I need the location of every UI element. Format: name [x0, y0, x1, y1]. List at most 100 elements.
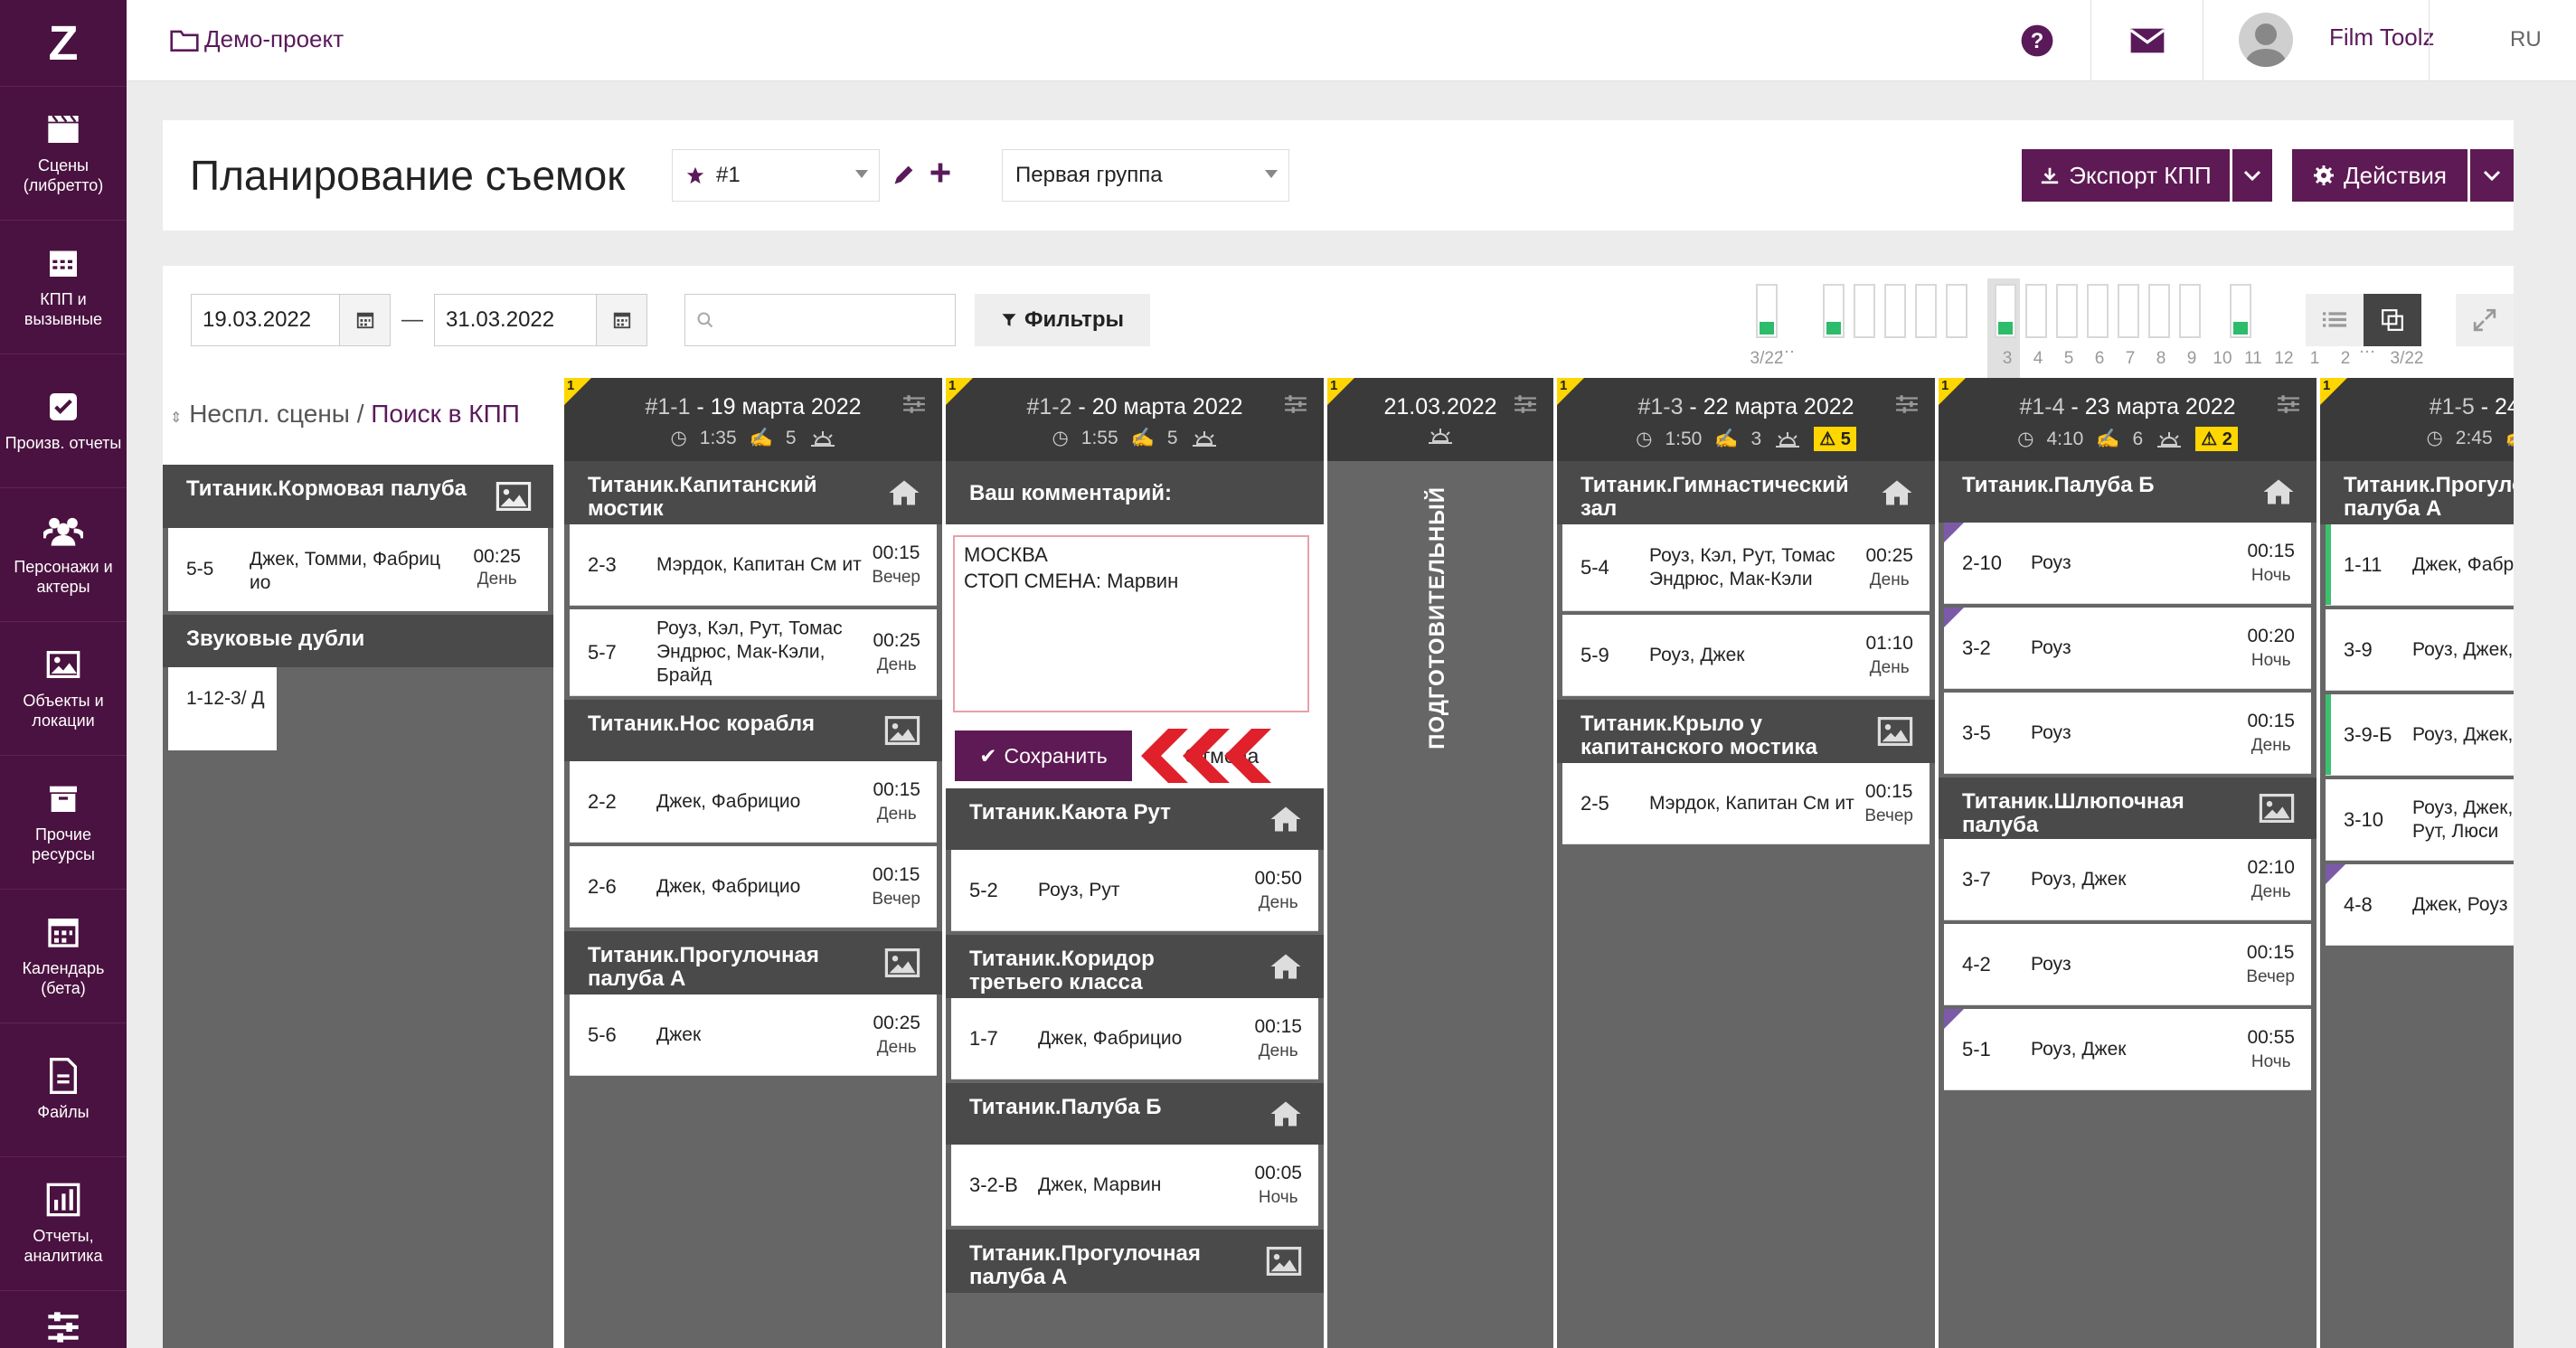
settings-icon[interactable]: [1895, 394, 1919, 414]
scene-card[interactable]: 1-12-3/ Д: [168, 667, 277, 750]
app-logo[interactable]: Z: [0, 0, 127, 87]
export-dropdown-button[interactable]: [2232, 149, 2272, 202]
scene-card[interactable]: 2-3 Мэрдок, Капитан См ит 00:15 Вечер: [570, 524, 937, 606]
search-kpp-link[interactable]: Поиск в КПП: [371, 400, 520, 428]
add-icon[interactable]: [928, 160, 953, 190]
settings-icon[interactable]: [902, 394, 926, 414]
nav-files[interactable]: Файлы: [0, 1023, 127, 1157]
location-header[interactable]: Титаник.Коридор третьего класса: [946, 935, 1324, 998]
nav-resources[interactable]: Прочие ресурсы: [0, 756, 127, 890]
actions-dropdown-button[interactable]: [2470, 149, 2514, 202]
nav-characters[interactable]: Персонажи и актеры: [0, 488, 127, 622]
nav-calendar[interactable]: Календарь (бета): [0, 890, 127, 1023]
nav-locations[interactable]: Объекты и локации: [0, 622, 127, 756]
sunrise-icon: [2157, 431, 2182, 448]
scene-cast: Джек, Фабрицио: [1038, 1027, 1183, 1049]
date-from-picker[interactable]: [340, 294, 391, 346]
nav-analytics[interactable]: Отчеты, аналитика: [0, 1157, 127, 1291]
calendar-icon: [613, 312, 630, 329]
day-header[interactable]: 1 #1-2 - 20 марта 2022 ◷ 1:55 ✍ 5: [946, 378, 1324, 461]
list-view-button[interactable]: [2306, 294, 2364, 346]
location-header[interactable]: Титаник.Кормовая палуба: [163, 465, 553, 528]
scene-duration: 00:15 Вечер: [2246, 941, 2295, 986]
day-header[interactable]: 1 #1-3 - 22 марта 2022 ◷ 1:50 ✍ 3 ⚠ 5: [1557, 378, 1935, 461]
location-header[interactable]: Титаник.Прогулочная палуба А: [2320, 461, 2514, 524]
location-header[interactable]: Титаник.Прогулочная палуба А: [946, 1230, 1324, 1293]
day-header[interactable]: 1 #1-4 - 23 марта 2022 ◷ 4:10 ✍ 6 ⚠ 2: [1939, 378, 2317, 461]
scene-card[interactable]: 5-7 Роуз, Кэл, Рут, Томас Эндрюс, Мак-Кэл…: [570, 609, 937, 696]
location-header[interactable]: Титаник.Крыло у капитанского мостика: [1557, 700, 1935, 763]
scene-card[interactable]: 3-5 Роуз 00:15 День: [1944, 693, 2311, 774]
export-kpp-button[interactable]: Экспорт КПП: [2022, 149, 2230, 202]
nav-scenes[interactable]: Сцены (либретто): [0, 87, 127, 221]
nav-kpp[interactable]: КПП и вызывные: [0, 221, 127, 354]
help-icon[interactable]: ?: [2020, 24, 2054, 62]
sort-icon[interactable]: ⇕: [170, 410, 183, 426]
location-header[interactable]: Титаник.Шлюпочная палуба: [1939, 778, 2317, 839]
board-view-button[interactable]: [2364, 294, 2421, 346]
scene-card[interactable]: 5-5 Джек, Томми, Фабриц ио 00:25 День: [168, 528, 548, 611]
scene-card[interactable]: 3-7 Роуз, Джек 02:10 День: [1944, 839, 2311, 920]
location-header[interactable]: Титаник.Палуба Б: [946, 1083, 1324, 1145]
day-title: #1-4 - 23 марта 2022: [2019, 394, 2236, 419]
filters-button[interactable]: Фильтры: [975, 294, 1150, 346]
language-switch[interactable]: RU: [2510, 27, 2542, 52]
breadcrumb[interactable]: Демо-проект: [170, 25, 344, 53]
scene-card[interactable]: 2-2 Джек, Фабрицио 00:15 День: [570, 761, 937, 843]
scene-card[interactable]: 5-1 Роуз, Джек 00:55 Ночь: [1944, 1009, 2311, 1090]
comment-textarea[interactable]: МОСКВА СТОП СМЕНА: Марвин: [953, 535, 1309, 712]
schedule-select[interactable]: #1: [672, 149, 880, 202]
scene-card[interactable]: 1-7 Джек, Фабрицио 00:15 День: [951, 998, 1318, 1079]
group-select[interactable]: Первая группа: [1002, 149, 1289, 202]
scene-card[interactable]: 4-8 Джек, Роуз: [2326, 864, 2514, 946]
scene-number: 3-10: [2344, 807, 2384, 831]
day-header[interactable]: 1 #1-1 - 19 марта 2022 ◷ 1:35 ✍ 5: [564, 378, 942, 461]
clock-icon: ◷: [1052, 428, 1069, 448]
scene-card[interactable]: 5-9 Роуз, Джек 01:10 День: [1562, 615, 1930, 696]
scene-card[interactable]: 5-6 Джек 00:25 День: [570, 995, 937, 1076]
home-icon: [1270, 806, 1301, 832]
location-header[interactable]: Титаник.Палуба Б: [1939, 461, 2317, 523]
scene-card[interactable]: 3-10 Роуз, Джек, Мо раун, Рут, Люси: [2326, 779, 2514, 861]
date-to-picker[interactable]: [597, 294, 647, 346]
mail-icon[interactable]: [2129, 27, 2166, 59]
day-header[interactable]: 1 21.03.2022: [1327, 378, 1553, 461]
scene-card[interactable]: 1-11 Джек, Фабрицио ерн: [2326, 524, 2514, 606]
settings-icon[interactable]: [1514, 394, 1537, 414]
settings-icon[interactable]: [2277, 394, 2300, 414]
scene-card[interactable]: 2-5 Мэрдок, Капитан См ит 00:15 Вечер: [1562, 763, 1930, 844]
scene-card[interactable]: 3-9 Роуз, Джек, Ма Мэри: [2326, 609, 2514, 691]
user-name[interactable]: Film Toolz: [2329, 24, 2435, 51]
scene-card[interactable]: 3-9-Б Роуз, Джек, Ма Мэри: [2326, 694, 2514, 776]
location-header[interactable]: Титаник.Каюта Рут: [946, 788, 1324, 850]
save-button[interactable]: ✔ Сохранить: [955, 731, 1132, 781]
scene-card[interactable]: 4-2 Роуз 00:15 Вечер: [1944, 924, 2311, 1005]
avatar[interactable]: [2239, 13, 2293, 67]
location-header[interactable]: Звуковые дубли: [163, 615, 553, 667]
nav-reports[interactable]: Произв. отчеты: [0, 354, 127, 488]
location-header[interactable]: Титаник.Гимнастический зал: [1557, 461, 1935, 524]
search-input[interactable]: [684, 294, 956, 346]
day-header[interactable]: 1#1-5 - 24 марта◷2:45✍5: [2320, 378, 2514, 461]
scene-card[interactable]: 2-10 Роуз 00:15 Ночь: [1944, 523, 2311, 604]
scene-card[interactable]: 5-2 Роуз, Рут 00:50 День: [951, 850, 1318, 931]
day-sparkline[interactable]: [1756, 278, 2443, 383]
scene-duration: 00:25 День: [873, 1012, 920, 1057]
day-title: 21.03.2022: [1383, 394, 1497, 419]
project-name[interactable]: Демо-проект: [204, 25, 344, 52]
location-header[interactable]: Титаник.Прогулочная палуба А: [564, 931, 942, 995]
day-meta: ◷ 4:10 ✍ 6 ⚠ 2: [1939, 427, 2317, 451]
location-header[interactable]: Титаник.Капитанский мостик: [564, 461, 942, 524]
actions-button[interactable]: Действия: [2292, 149, 2467, 202]
fullscreen-button[interactable]: [2456, 294, 2514, 346]
settings-icon[interactable]: [1284, 394, 1307, 414]
scene-card[interactable]: 5-4 Роуз, Кэл, Рут, Томас Эндрюс, Мак-Кэл…: [1562, 524, 1930, 611]
scene-card[interactable]: 3-2 Роуз 00:20 Ночь: [1944, 608, 2311, 689]
date-from-input[interactable]: 19.03.2022: [191, 294, 340, 346]
scene-card[interactable]: 2-6 Джек, Фабрицио 00:15 Вечер: [570, 846, 937, 928]
date-to-input[interactable]: 31.03.2022: [434, 294, 597, 346]
location-header[interactable]: Титаник.Нос корабля: [564, 700, 942, 761]
edit-icon[interactable]: [892, 162, 917, 192]
scene-card[interactable]: 3-2-В Джек, Марвин 00:05 Ночь: [951, 1145, 1318, 1226]
nav-settings[interactable]: [0, 1291, 127, 1348]
